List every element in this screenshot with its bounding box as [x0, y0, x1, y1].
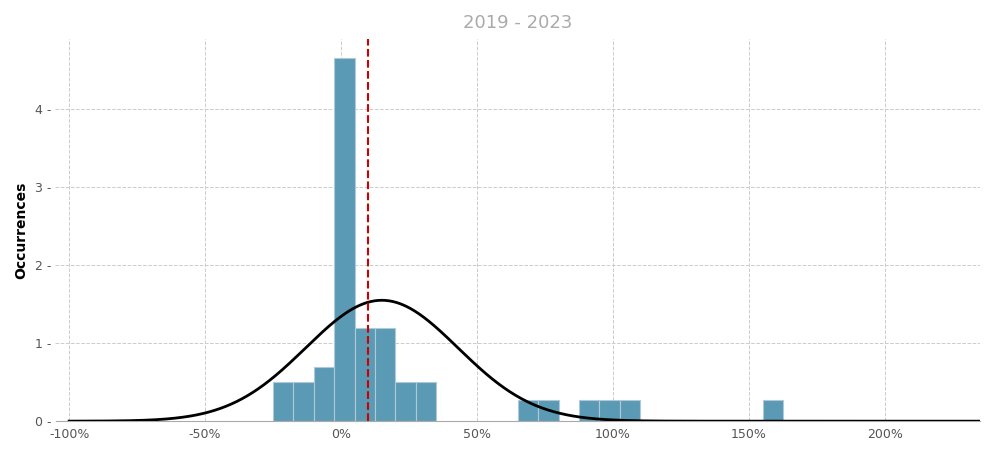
Bar	[375, 328, 396, 421]
Bar	[355, 328, 375, 421]
Bar	[334, 59, 355, 421]
Bar	[273, 382, 293, 421]
Bar	[538, 400, 559, 421]
Bar	[599, 400, 620, 421]
Bar	[314, 367, 334, 421]
Bar	[579, 400, 599, 421]
Bar	[396, 382, 415, 421]
Title: 2019 - 2023: 2019 - 2023	[463, 14, 573, 32]
Y-axis label: Occurrences: Occurrences	[14, 182, 28, 279]
Bar	[518, 400, 538, 421]
Bar	[620, 400, 640, 421]
Bar	[762, 400, 783, 421]
Bar	[415, 382, 436, 421]
Bar	[293, 382, 314, 421]
